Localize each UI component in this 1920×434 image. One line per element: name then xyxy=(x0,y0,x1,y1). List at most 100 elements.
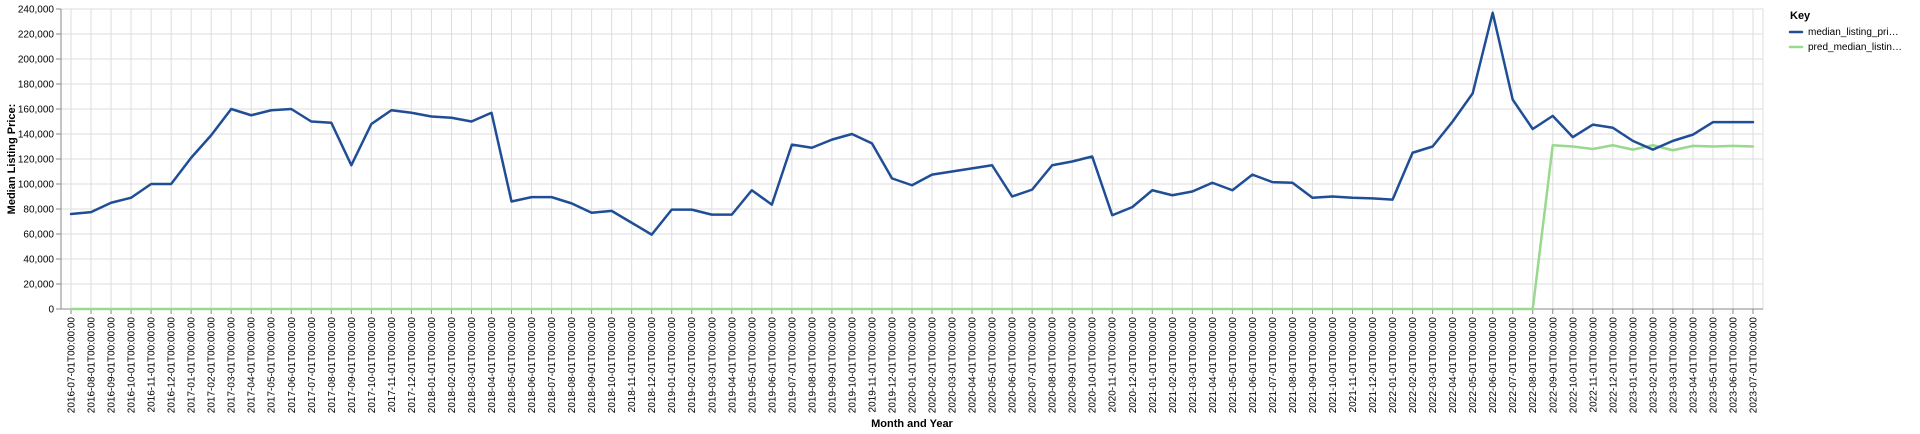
x-tick-label: 2019-04-01T00:00:00 xyxy=(727,317,738,414)
x-tick-label: 2021-01-01T00:00:00 xyxy=(1148,317,1159,414)
x-tick-label: 2020-12-01T00:00:00 xyxy=(1128,317,1139,414)
x-tick-label: 2020-08-01T00:00:00 xyxy=(1048,317,1059,414)
y-tick-label: 120,000 xyxy=(18,155,55,166)
x-tick-label: 2022-10-01T00:00:00 xyxy=(1568,317,1579,414)
x-tick-label: 2020-01-01T00:00:00 xyxy=(908,317,919,414)
x-tick-label: 2022-04-01T00:00:00 xyxy=(1448,317,1459,414)
x-tick-label: 2017-01-01T00:00:00 xyxy=(187,317,198,414)
x-tick-label: 2021-06-01T00:00:00 xyxy=(1248,317,1259,414)
x-tick-label: 2017-11-01T00:00:00 xyxy=(387,317,398,413)
x-tick-label: 2023-07-01T00:00:00 xyxy=(1748,317,1759,414)
x-tick-label: 2018-08-01T00:00:00 xyxy=(567,317,578,414)
x-tick-label: 2018-05-01T00:00:00 xyxy=(507,317,518,414)
x-tick-label: 2020-06-01T00:00:00 xyxy=(1008,317,1019,414)
x-tick-label: 2016-12-01T00:00:00 xyxy=(167,317,178,414)
x-tick-label: 2017-10-01T00:00:00 xyxy=(367,317,378,414)
x-tick-label: 2021-09-01T00:00:00 xyxy=(1308,317,1319,414)
x-axis-title: Month and Year xyxy=(871,418,953,430)
x-tick-label: 2019-06-01T00:00:00 xyxy=(767,317,778,414)
x-tick-label: 2021-08-01T00:00:00 xyxy=(1288,317,1299,414)
x-tick-label: 2017-05-01T00:00:00 xyxy=(267,317,278,414)
x-tick-label: 2018-04-01T00:00:00 xyxy=(487,317,498,414)
x-tick-label: 2021-05-01T00:00:00 xyxy=(1228,317,1239,414)
y-tick-label: 40,000 xyxy=(23,255,54,266)
x-tick-label: 2021-11-01T00:00:00 xyxy=(1348,317,1359,413)
x-tick-label: 2022-06-01T00:00:00 xyxy=(1488,317,1499,414)
x-tick-label: 2019-03-01T00:00:00 xyxy=(707,317,718,414)
y-tick-label: 20,000 xyxy=(23,280,54,291)
x-tick-label: 2018-02-01T00:00:00 xyxy=(447,317,458,414)
x-tick-label: 2019-12-01T00:00:00 xyxy=(887,317,898,414)
x-tick-label: 2017-04-01T00:00:00 xyxy=(247,317,258,414)
x-tick-label: 2016-07-01T00:00:00 xyxy=(67,317,78,414)
x-tick-label: 2019-11-01T00:00:00 xyxy=(867,317,878,413)
x-tick-label: 2019-01-01T00:00:00 xyxy=(667,317,678,414)
x-tick-label: 2019-07-01T00:00:00 xyxy=(787,317,798,414)
x-tick-label: 2022-12-01T00:00:00 xyxy=(1608,317,1619,414)
x-tick-label: 2016-11-01T00:00:00 xyxy=(147,317,158,413)
x-tick-label: 2020-03-01T00:00:00 xyxy=(948,317,959,414)
x-tick-label: 2019-09-01T00:00:00 xyxy=(827,317,838,414)
gridlines xyxy=(60,8,1764,310)
x-tick-label: 2018-10-01T00:00:00 xyxy=(607,317,618,414)
y-tick-label: 100,000 xyxy=(18,180,55,191)
x-tick-label: 2020-07-01T00:00:00 xyxy=(1028,317,1039,414)
y-tick-label: 200,000 xyxy=(18,55,55,66)
x-tick-label: 2018-01-01T00:00:00 xyxy=(427,317,438,414)
x-tick-label: 2021-12-01T00:00:00 xyxy=(1368,317,1379,414)
series-lines xyxy=(69,11,1755,311)
legend-item-label: pred_median_listin… xyxy=(1808,42,1902,53)
x-tick-label: 2016-10-01T00:00:00 xyxy=(127,317,138,414)
legend-title: Key xyxy=(1790,10,1811,22)
y-tick-label: 220,000 xyxy=(18,30,55,41)
x-tick-label: 2023-01-01T00:00:00 xyxy=(1628,317,1639,414)
x-tick-label: 2017-09-01T00:00:00 xyxy=(347,317,358,414)
y-tick-label: 140,000 xyxy=(18,130,55,141)
x-tick-label: 2023-02-01T00:00:00 xyxy=(1648,317,1659,414)
x-tick-label: 2017-06-01T00:00:00 xyxy=(287,317,298,414)
x-tick-label: 2016-08-01T00:00:00 xyxy=(87,317,98,414)
x-tick-label: 2017-03-01T00:00:00 xyxy=(227,317,238,414)
x-tick-label: 2018-12-01T00:00:00 xyxy=(647,317,658,414)
x-tick-label: 2023-05-01T00:00:00 xyxy=(1708,317,1719,414)
x-tick-label: 2021-02-01T00:00:00 xyxy=(1168,317,1179,414)
y-tick-label: 240,000 xyxy=(18,5,55,16)
y-tick-label: 180,000 xyxy=(18,80,55,91)
legend: Key median_listing_pri… pred_median_listi… xyxy=(1788,10,1902,53)
x-tick-label: 2023-06-01T00:00:00 xyxy=(1728,317,1739,414)
x-tick-label: 2017-07-01T00:00:00 xyxy=(307,317,318,414)
x-tick-label: 2018-09-01T00:00:00 xyxy=(587,317,598,414)
y-tick-label: 80,000 xyxy=(23,205,54,216)
x-tick-label: 2016-09-01T00:00:00 xyxy=(107,317,118,414)
x-tick-label: 2019-10-01T00:00:00 xyxy=(847,317,858,414)
x-tick-label: 2018-06-01T00:00:00 xyxy=(527,317,538,414)
y-tick-label: 0 xyxy=(48,305,54,316)
x-tick-label: 2017-08-01T00:00:00 xyxy=(327,317,338,414)
y-tick-label: 160,000 xyxy=(18,105,55,116)
x-tick-label: 2019-02-01T00:00:00 xyxy=(687,317,698,414)
x-tick-label: 2020-05-01T00:00:00 xyxy=(988,317,999,414)
x-tick-label: 2020-11-01T00:00:00 xyxy=(1108,317,1119,413)
x-tick-label: 2021-03-01T00:00:00 xyxy=(1188,317,1199,414)
x-tick-label: 2020-02-01T00:00:00 xyxy=(928,317,939,414)
x-tick-label: 2022-11-01T00:00:00 xyxy=(1588,317,1599,413)
x-tick-label: 2023-03-01T00:00:00 xyxy=(1668,317,1679,414)
x-tick-label: 2017-02-01T00:00:00 xyxy=(207,317,218,414)
x-tick-label: 2022-01-01T00:00:00 xyxy=(1388,317,1399,414)
x-tick-label: 2021-04-01T00:00:00 xyxy=(1208,317,1219,414)
x-tick-label: 2017-12-01T00:00:00 xyxy=(407,317,418,414)
x-tick-label: 2022-07-01T00:00:00 xyxy=(1508,317,1519,414)
x-tick-label: 2023-04-01T00:00:00 xyxy=(1688,317,1699,414)
x-tick-label: 2022-05-01T00:00:00 xyxy=(1468,317,1479,414)
x-tick-label: 2022-02-01T00:00:00 xyxy=(1408,317,1419,414)
series-line-1 xyxy=(69,144,1755,311)
x-tick-label: 2021-07-01T00:00:00 xyxy=(1268,317,1279,414)
x-tick-label: 2022-03-01T00:00:00 xyxy=(1428,317,1439,414)
x-tick-label: 2022-08-01T00:00:00 xyxy=(1528,317,1539,414)
legend-item-label: median_listing_pri… xyxy=(1808,27,1899,38)
x-tick-label: 2020-04-01T00:00:00 xyxy=(968,317,979,414)
x-tick-label: 2018-03-01T00:00:00 xyxy=(467,317,478,414)
x-tick-label: 2018-07-01T00:00:00 xyxy=(547,317,558,414)
y-tick-label: 60,000 xyxy=(23,230,54,241)
